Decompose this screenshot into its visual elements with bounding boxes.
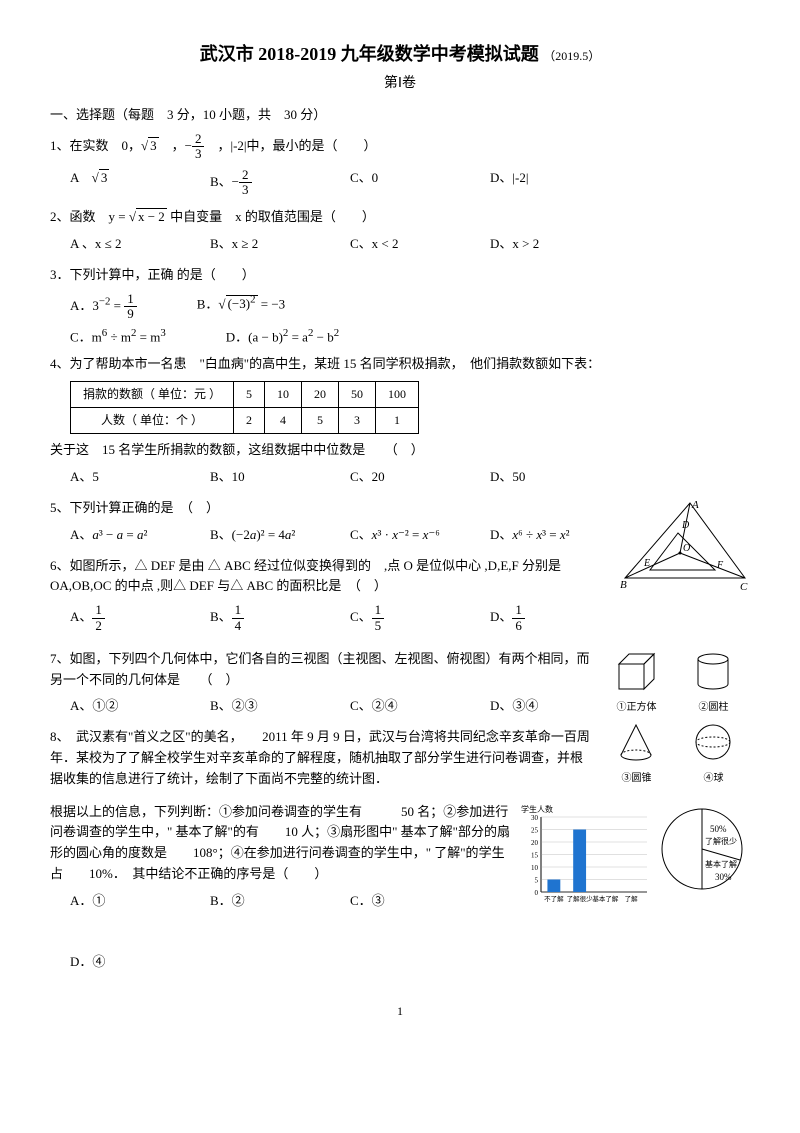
q6-opt-b: B、14	[210, 603, 310, 633]
svg-text:25: 25	[531, 826, 539, 834]
svg-text:学生人数: 学生人数	[521, 804, 553, 814]
q1-opt-c: C、0	[350, 168, 450, 198]
q4-opt-a: A、5	[70, 467, 170, 488]
q5-options: A、a³ − a = a² B、(−2a)² = 4a² C、x³ · x⁻² …	[70, 525, 614, 546]
triangle-figure: A D B E C F O	[620, 498, 750, 605]
q4-table: 捐款的数额（ 单位：元 ） 5 10 20 50 100 人数（ 单位：个 ） …	[70, 381, 419, 434]
title-city: 武汉市	[200, 44, 254, 64]
q3-options-row2: C．m6 ÷ m2 = m3 D．(a − b)2 = a2 − b2	[70, 325, 750, 348]
svg-text:了解很少: 了解很少	[567, 894, 594, 903]
q8-opt-b: B．②	[210, 891, 310, 912]
svg-text:A: A	[691, 499, 699, 511]
svg-text:15: 15	[531, 851, 539, 859]
q6-options: A、12 B、14 C、15 D、16	[70, 603, 614, 633]
q4-th1: 捐款的数额（ 单位：元 ）	[71, 382, 234, 408]
q1-options: A √3 B、−23 C、0 D、|-2|	[70, 168, 750, 198]
q4-options: A、5 B、10 C、20 D、50	[70, 467, 750, 488]
q3-opt-c: C．m6 ÷ m2 = m3	[70, 325, 166, 348]
q4-c1: 5	[234, 382, 265, 408]
q3-opt-d: D．(a − b)2 = a2 − b2	[226, 325, 339, 348]
q7-options: A、①② B、②③ C、②④ D、③④	[70, 696, 594, 717]
q4-d5: 1	[376, 408, 419, 434]
q2-opt-d: D、x > 2	[490, 234, 590, 255]
q1-opt-b: B、−23	[210, 168, 310, 198]
svg-text:D: D	[681, 520, 690, 531]
q4-opt-d: D、50	[490, 467, 590, 488]
q1-opt-a: A √3	[70, 168, 170, 198]
q7-opt-b: B、②③	[210, 696, 310, 717]
q4-opt-c: C、20	[350, 467, 450, 488]
svg-text:不了解: 不了解	[544, 894, 564, 903]
svg-text:B: B	[620, 579, 627, 591]
page-number: 1	[50, 1002, 750, 1021]
svg-text:50%: 50%	[710, 824, 727, 834]
svg-text:5: 5	[535, 876, 539, 884]
svg-text:F: F	[716, 560, 724, 571]
q5-opt-d: D、x⁶ ÷ x³ = x²	[490, 525, 590, 546]
svg-text:了解: 了解	[625, 894, 639, 903]
q6-opt-c: C、15	[350, 603, 450, 633]
q1-text: 1、在实数 0，√3 ，−23 ，|-2|中，最小的是（ ）	[50, 132, 750, 162]
svg-text:基本了解: 基本了解	[705, 859, 737, 869]
q2-options: A 、x ≤ 2 B、x ≥ 2 C、x < 2 D、x > 2	[70, 234, 750, 255]
sphere-icon	[686, 720, 741, 765]
q1-opt-d: D、|-2|	[490, 168, 590, 198]
q4-c2: 10	[265, 382, 302, 408]
svg-text:30%: 30%	[715, 872, 732, 882]
svg-text:10: 10	[531, 864, 539, 872]
q4-d3: 5	[302, 408, 339, 434]
svg-text:O: O	[683, 543, 690, 554]
title-rest: 九年级数学中考模拟试题	[341, 44, 539, 64]
svg-text:20: 20	[531, 839, 539, 847]
section1-heading: 一、选择题（每题 3 分，10 小题，共 30 分）	[50, 105, 750, 126]
q5-opt-c: C、x³ · x⁻² = x⁻⁶	[350, 525, 450, 546]
pie-chart: 50% 了解很少 基本了解 30%	[655, 802, 750, 897]
q4-d1: 2	[234, 408, 265, 434]
q8-opt-c: C．③	[350, 891, 450, 912]
svg-text:基本了解: 基本了解	[592, 894, 619, 903]
q3-opt-a: A．3−2 = 19	[70, 292, 137, 322]
q4-d4: 3	[339, 408, 376, 434]
q6-opt-d: D、16	[490, 603, 590, 633]
q4-c3: 20	[302, 382, 339, 408]
title-year: 2018-2019	[258, 44, 336, 64]
q5-opt-a: A、a³ − a = a²	[70, 525, 170, 546]
q3-opt-b: B．√(−3)2 = −3	[197, 292, 285, 322]
q7-opt-c: C、②④	[350, 696, 450, 717]
part-label: 第Ⅰ卷	[50, 73, 750, 95]
q8-opt-a: A．①	[70, 891, 170, 912]
q2-opt-a: A 、x ≤ 2	[70, 234, 170, 255]
svg-text:了解很少: 了解很少	[705, 836, 737, 846]
q4-opt-b: B、10	[210, 467, 310, 488]
q3-text: 3．下列计算中，正确 的是（ ）	[50, 265, 750, 286]
q8-charts: 学生人数051015202530不了解了解很少基本了解了解 50% 了解很少 基…	[519, 802, 750, 912]
cone-icon	[609, 720, 664, 765]
cylinder-icon	[686, 649, 741, 694]
q6-opt-a: A、12	[70, 603, 170, 633]
q8-opt-d: D．④	[70, 952, 170, 973]
q2-opt-c: C、x < 2	[350, 234, 450, 255]
q4-after: 关于这 15 名学生所捐款的数额，这组数据中中位数是 （ ）	[50, 440, 750, 461]
svg-text:30: 30	[531, 814, 539, 822]
q4-d2: 4	[265, 408, 302, 434]
svg-text:E: E	[643, 558, 650, 569]
q8-options: A．① B．② C．③ D．④	[70, 891, 513, 973]
q5-opt-b: B、(−2a)² = 4a²	[210, 525, 310, 546]
svg-text:C: C	[740, 581, 748, 593]
shapes-figure: ①正方体 ②圆柱 ③圆锥 ④球	[600, 649, 750, 787]
title-date: （2019.5）	[543, 49, 600, 63]
q7-opt-a: A、①②	[70, 696, 170, 717]
q7-opt-d: D、③④	[490, 696, 590, 717]
q2-text: 2、函数 y = √x − 2 中自变量 x 的取值范围是（ ）	[50, 207, 750, 228]
cube-icon	[609, 649, 664, 694]
bar-chart: 学生人数 0 5 10 15 20 25 30 不了解了解很少基本了解了解	[519, 802, 649, 912]
q4-th2: 人数（ 单位：个 ）	[71, 408, 234, 434]
q3-options-row1: A．3−2 = 19 B．√(−3)2 = −3	[70, 292, 750, 322]
q4-c4: 50	[339, 382, 376, 408]
q4-stem: 4、为了帮助本市一名患 "白血病"的高中生，某班 15 名同学积极捐款， 他们捐…	[50, 354, 750, 375]
q2-opt-b: B、x ≥ 2	[210, 234, 310, 255]
q4-c5: 100	[376, 382, 419, 408]
svg-text:0: 0	[535, 889, 539, 897]
